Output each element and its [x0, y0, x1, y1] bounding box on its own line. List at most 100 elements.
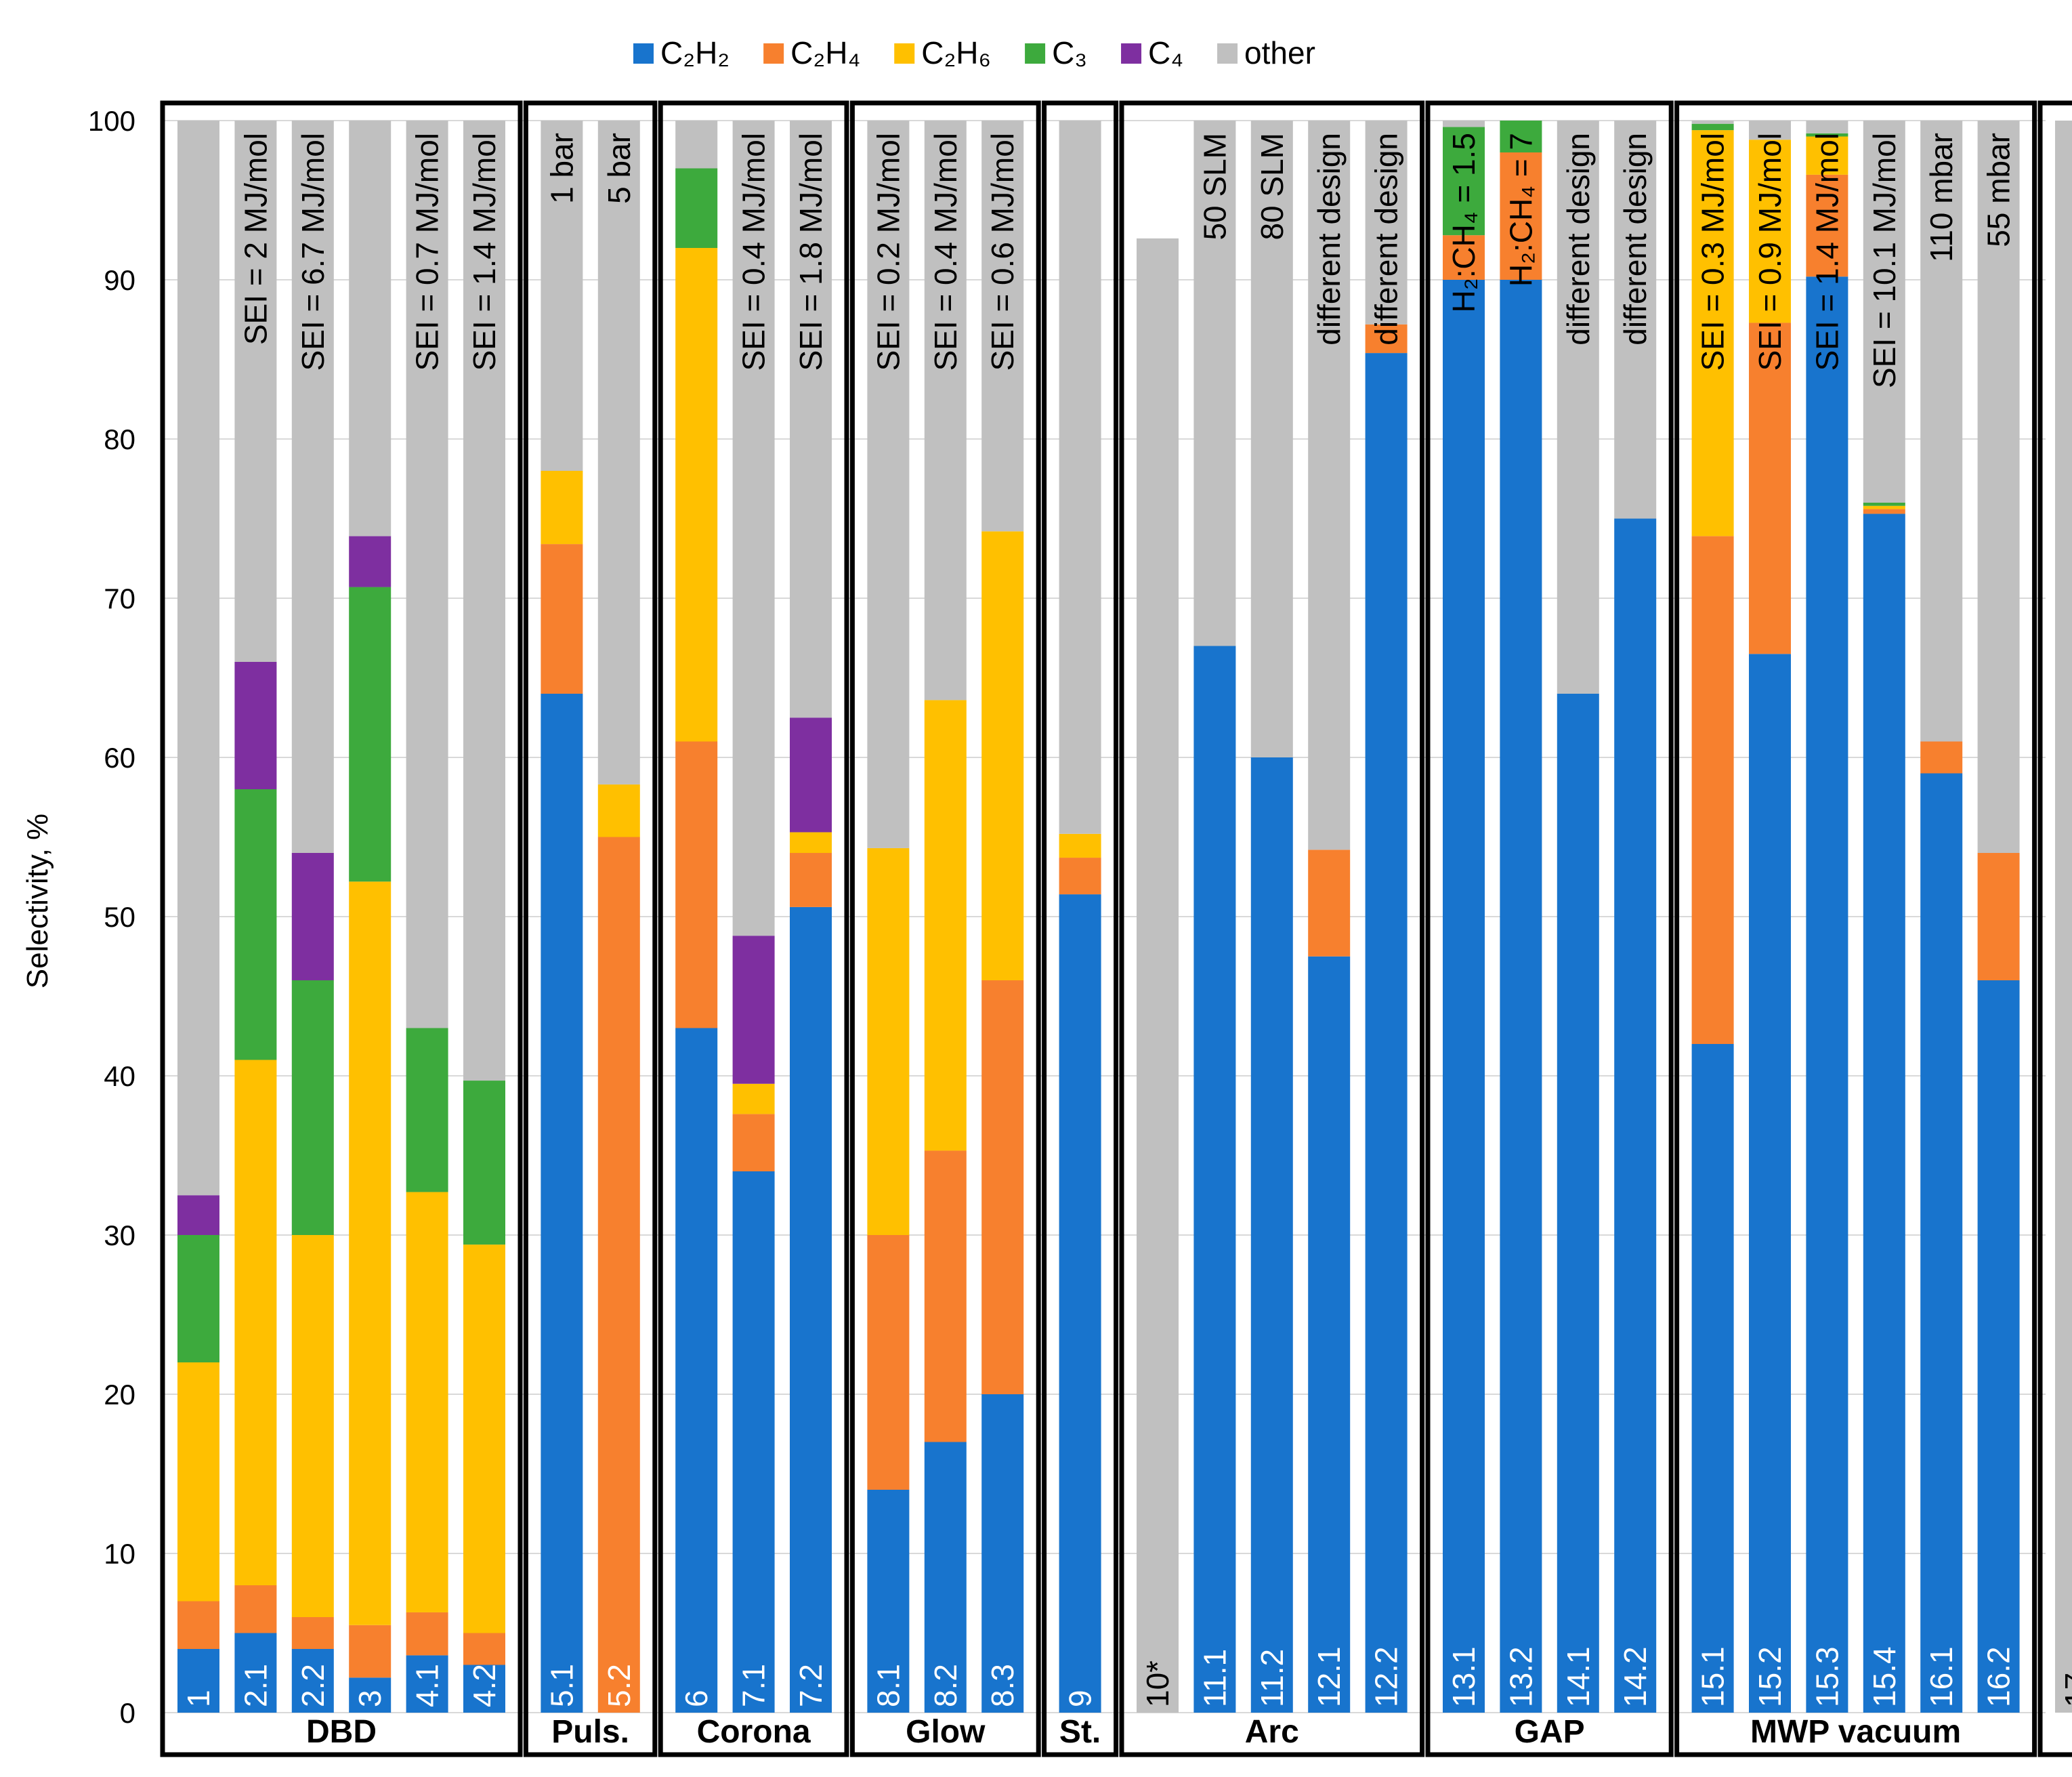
bar-segment-c2h4 — [1749, 322, 1791, 654]
bar-note-label: H₂:CH₄ = 1.5 — [1446, 133, 1481, 312]
legend-label-c2h4: C₂H₄ — [790, 35, 860, 70]
legend-swatch-c3 — [1025, 43, 1046, 64]
legend: C₂H₂ C₂H₄ C₂H₆ C₃ C₄ other — [633, 35, 1315, 70]
bar-segment-c4 — [790, 717, 832, 833]
bar-note-label: SEI = 1.8 MJ/mol — [793, 133, 828, 371]
group-frame — [1042, 100, 1119, 1757]
legend-swatch-c4 — [1121, 43, 1142, 64]
bar-note-label: 1 bar — [544, 133, 579, 204]
bar-segment-c2h6 — [675, 248, 718, 742]
bar-segment-other — [1193, 121, 1236, 646]
legend-swatch-other — [1217, 43, 1238, 64]
bar-note-label: different design — [1369, 133, 1404, 346]
y-tick-label: 20 — [104, 1379, 135, 1410]
bar-segment-other — [349, 121, 392, 537]
group-label: Arc — [1245, 1714, 1299, 1750]
bar-segment-c2h4 — [1977, 853, 2020, 980]
bar-id-label: 13.1 — [1446, 1646, 1481, 1707]
bar-segment-c2h2 — [1691, 1044, 1734, 1713]
bar-segment-c2h4 — [1806, 174, 1848, 277]
bar-segment-other — [1443, 121, 1485, 127]
bar-id-label: 7.2 — [793, 1664, 828, 1707]
bar-note-label: SEI = 10.1 MJ/mol — [1867, 133, 1902, 388]
bar-segment-c2h6 — [541, 471, 583, 545]
bar-segment-c2h4 — [1863, 509, 1905, 514]
bar-id-label: 4.2 — [467, 1664, 502, 1707]
bar-segment-other — [1557, 121, 1599, 694]
bar-id-label: 15.4 — [1867, 1646, 1902, 1707]
bar-segment-c2h2 — [1193, 646, 1236, 1713]
y-tick-label: 50 — [104, 901, 135, 933]
bar-note-label: SEI = 0.4 MJ/mol — [736, 133, 771, 371]
y-tick-label: 40 — [104, 1060, 135, 1092]
bar-segment-c2h2 — [1500, 280, 1542, 1713]
bar-segment-c2h2 — [1863, 514, 1905, 1713]
bar-segment-c2h2 — [291, 1649, 334, 1713]
bar-segment-other — [1059, 121, 1101, 834]
bar-id-label: 1 — [181, 1690, 216, 1707]
bar-segment-c2h2 — [1749, 654, 1791, 1713]
bar-segment-c3 — [1806, 133, 1848, 137]
group-label: Puls. — [551, 1714, 629, 1750]
group-label: GAP — [1515, 1714, 1585, 1750]
bar-segment-c2h4 — [463, 1633, 505, 1665]
bar-segment-c2h4 — [597, 837, 640, 1713]
bar-segment-c3 — [177, 1235, 219, 1362]
bar-segment-c2h6 — [1749, 140, 1791, 323]
y-tick-label: 0 — [120, 1697, 135, 1729]
bar-note-label: SEI = 1.4 MJ/mol — [1809, 133, 1844, 371]
bar-segment-c3 — [234, 789, 277, 1060]
bar-note-label: SEI = 0.6 MJ/mol — [985, 133, 1020, 371]
bar-segment-c2h6 — [463, 1245, 505, 1633]
bar-segment-c2h4 — [1365, 324, 1408, 354]
bar-segment-c2h4 — [1920, 741, 1963, 774]
bar-segment-c4 — [732, 936, 775, 1084]
bar-segment-other — [463, 121, 505, 1081]
group-label: Glow — [906, 1714, 986, 1750]
bar-segment-other — [1137, 238, 1179, 1713]
bar-id-label: 8.3 — [985, 1664, 1020, 1707]
bar-segment-c2h4 — [1308, 850, 1351, 957]
bar-segment-c2h6 — [234, 1060, 277, 1585]
bar-id-label: 13.2 — [1503, 1646, 1538, 1707]
bar-note-label: 110 mbar — [1924, 133, 1959, 262]
bar-segment-c2h2 — [406, 1655, 448, 1713]
bar-segment-c2h2 — [463, 1665, 505, 1713]
bar-note-label: SEI = 2 MJ/mol — [238, 133, 273, 345]
bar-id-label: 16.1 — [1924, 1646, 1959, 1707]
bar-id-label: 14.2 — [1618, 1646, 1653, 1707]
bar-segment-c4 — [349, 536, 392, 587]
group-frame — [1425, 100, 1674, 1757]
y-tick-label: 100 — [88, 105, 135, 137]
bar-segment-other — [1806, 121, 1848, 133]
bar-segment-c3 — [291, 980, 334, 1235]
bar-segment-c2h6 — [597, 784, 640, 837]
bar-segment-c2h6 — [177, 1362, 219, 1602]
bar-segment-c2h4 — [1059, 858, 1101, 895]
bar-segment-c2h4 — [406, 1612, 448, 1656]
bar-id-label: 15.3 — [1809, 1646, 1844, 1707]
bar-segment-c3 — [406, 1028, 448, 1192]
bar-segment-other — [790, 121, 832, 718]
bar-note-label: SEI = 0.3 MJ/mol — [1695, 133, 1731, 371]
bar-id-label: 6 — [679, 1690, 714, 1707]
y-tick-label: 30 — [104, 1219, 135, 1251]
bar-segment-c2h2 — [867, 1490, 910, 1713]
bar-segment-c2h2 — [541, 694, 583, 1713]
bar-note-label: SEI = 1.4 MJ/mol — [467, 133, 502, 371]
bar-segment-c2h2 — [1250, 757, 1293, 1713]
bar-segment-c2h2 — [1308, 956, 1351, 1713]
bar-segment-c2h6 — [1059, 833, 1101, 858]
bar-segment-c2h2 — [1365, 353, 1408, 1713]
group-frame — [849, 100, 1041, 1757]
bar-note-label: 5 bar — [601, 133, 637, 204]
bar-segment-other — [1977, 121, 2020, 853]
bar-segment-c2h4 — [1500, 152, 1542, 280]
bar-id-label: 12.2 — [1369, 1646, 1404, 1707]
group-frame — [160, 100, 523, 1757]
bar-id-label: 10* — [1140, 1660, 1175, 1707]
bar-segment-other — [597, 121, 640, 785]
bar-id-label: 16.2 — [1981, 1646, 2016, 1707]
bar-segment-other — [1365, 121, 1408, 325]
bar-id-label: 15.1 — [1695, 1646, 1731, 1707]
